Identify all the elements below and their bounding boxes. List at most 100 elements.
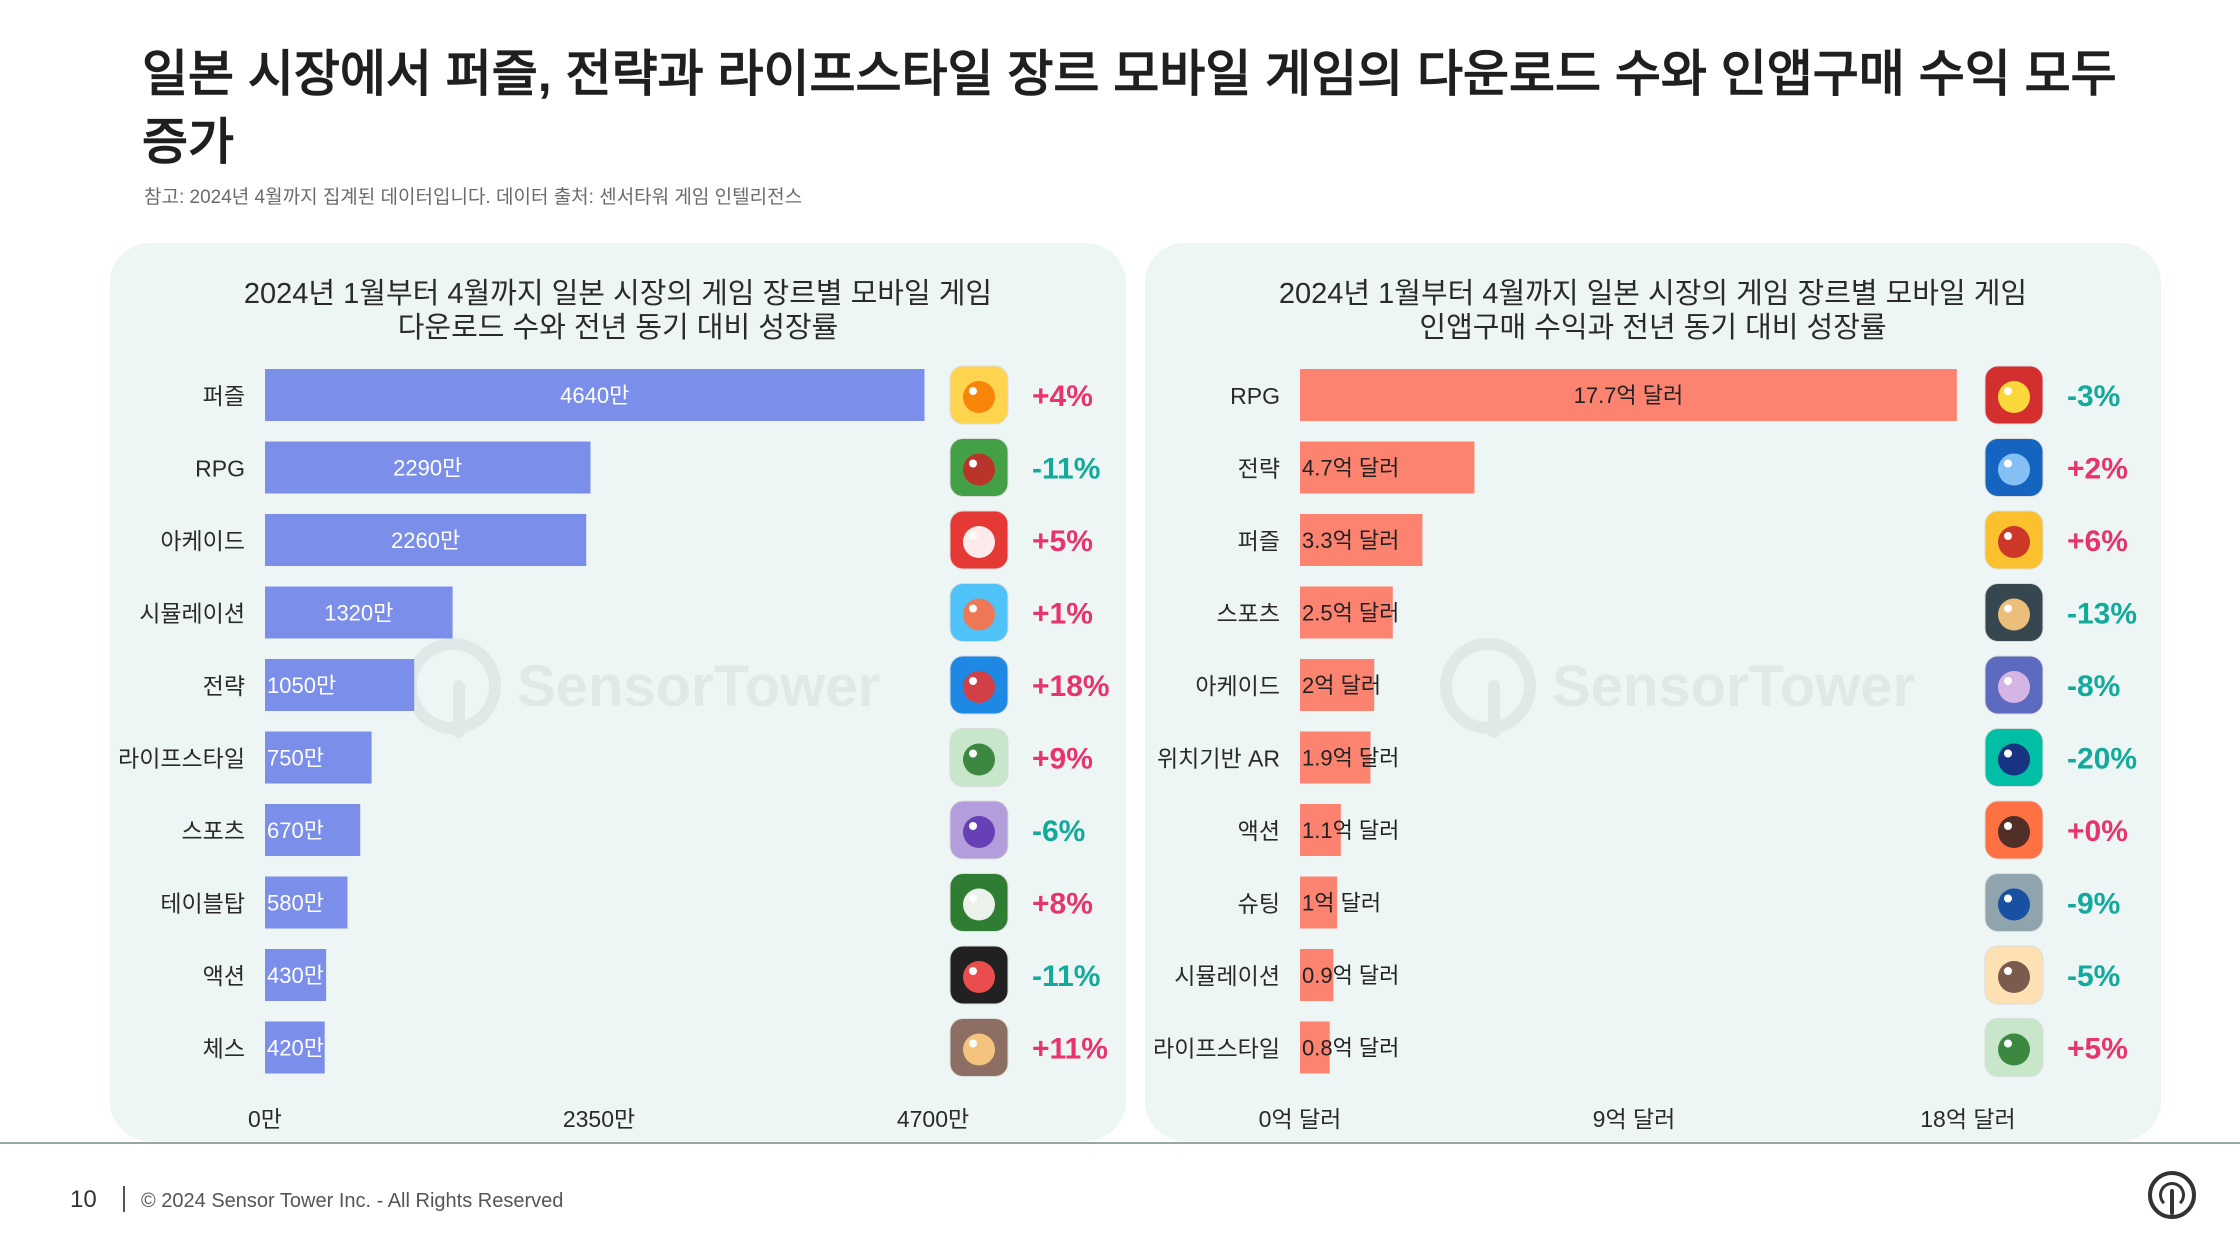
- growth-label: +6%: [2067, 525, 2128, 558]
- mushroom-rpg-icon: [949, 438, 1009, 497]
- pizza-sim-icon: [949, 583, 1009, 642]
- bar: [1300, 876, 1338, 929]
- sleeping-monster-icon: [1984, 1018, 2044, 1077]
- bar: [1300, 949, 1334, 1001]
- growth-label: +4%: [1032, 380, 1093, 413]
- category-label: 스포츠: [1217, 601, 1280, 627]
- x-tick-label: 4700만: [897, 1106, 969, 1132]
- category-label: 테이블탑: [160, 891, 245, 917]
- value-label: 1억 달러: [1302, 891, 1381, 916]
- bar: [265, 804, 361, 856]
- x-tick-label: 9억 달러: [1593, 1106, 1676, 1132]
- category-label: RPG: [1230, 383, 1280, 409]
- revenue-panel: SensorTower 2024년 1월부터 4월까지 일본 시장의 게임 장르…: [1145, 243, 2161, 1141]
- growth-label: -3%: [2067, 380, 2120, 413]
- category-label: 시뮬레이션: [139, 601, 245, 627]
- bar: [1300, 369, 1957, 421]
- category-label: 전략: [203, 673, 245, 699]
- bar: [1300, 659, 1375, 711]
- slime-anime-icon: [1984, 873, 2044, 932]
- value-label: 1050만: [267, 673, 336, 698]
- bar: [265, 949, 327, 1001]
- revenue-bar-chart: RPG 17.7억 달러 -3% 전략 4.7억 달러 +2% 퍼즐 3.3억 달러 +6% 스포…: [1153, 365, 2137, 1132]
- source-note: 참고: 2024년 4월까지 집계된 데이터입니다. 데이터 출처: 센서타워 …: [144, 187, 803, 208]
- growth-label: -8%: [2067, 670, 2120, 703]
- horse-girl-icon: [949, 1018, 1009, 1077]
- anime-character-icon: [1984, 655, 2044, 715]
- value-label: 420만: [267, 1036, 324, 1061]
- bar: [1300, 731, 1371, 784]
- taiko-drum-icon: [949, 510, 1009, 570]
- growth-label: +5%: [1032, 525, 1093, 558]
- category-label: 라이프스타일: [118, 746, 245, 772]
- category-label: RPG: [195, 456, 245, 482]
- bar: [265, 659, 415, 711]
- category-label: 스포츠: [182, 818, 245, 844]
- downloads-panel: SensorTower 2024년 1월부터 4월까지 일본 시장의 게임 장르…: [110, 243, 1126, 1141]
- bar: [1300, 804, 1341, 856]
- anime-girl-icon: [949, 800, 1009, 860]
- royal-king-icon: [1984, 510, 2044, 570]
- category-label: 퍼즐: [1238, 528, 1280, 554]
- category-label: 액션: [1238, 818, 1280, 844]
- bar: [265, 514, 587, 566]
- value-label: 1.1억 달러: [1302, 818, 1399, 843]
- category-label: 라이프스타일: [1153, 1036, 1280, 1062]
- category-label: 전략: [1238, 456, 1280, 482]
- growth-label: -11%: [1032, 960, 1100, 993]
- pirate-hero-icon: [1984, 800, 2044, 860]
- value-label: 1.9억 달러: [1302, 746, 1399, 771]
- solitaire-cards-icon: [949, 873, 1009, 932]
- x-tick-label: 2350만: [563, 1106, 635, 1132]
- duck-game-icon: [949, 365, 1009, 425]
- growth-label: -11%: [1032, 453, 1100, 486]
- merge-battle-icon: [949, 655, 1009, 715]
- downloads-chart-title-line-2: 다운로드 수와 전년 동기 대비 성장률: [397, 312, 839, 344]
- growth-label: -20%: [2067, 743, 2137, 776]
- sleeping-monster-icon: [949, 728, 1009, 787]
- bar: [1300, 586, 1393, 639]
- growth-label: +18%: [1032, 670, 1110, 703]
- x-tick-label: 18억 달러: [1920, 1106, 2015, 1132]
- value-label: 2.5억 달러: [1302, 601, 1399, 626]
- bar: [1300, 1021, 1330, 1074]
- category-label: 퍼즐: [203, 383, 245, 409]
- value-label: 2억 달러: [1302, 673, 1381, 698]
- value-label: 580만: [267, 891, 324, 916]
- category-label: 슈팅: [1238, 891, 1280, 917]
- growth-label: +0%: [2067, 815, 2128, 848]
- copyright-text: © 2024 Sensor Tower Inc. - All Rights Re…: [141, 1190, 564, 1212]
- value-label: 0.9억 달러: [1302, 963, 1399, 988]
- green-monster-icon: [1984, 728, 2044, 787]
- bar: [265, 1021, 325, 1074]
- value-label: 670만: [267, 818, 324, 843]
- footer-separator: [123, 1186, 125, 1212]
- category-label: 시뮬레이션: [1174, 963, 1280, 989]
- bar: [1300, 514, 1423, 566]
- downloads-bar-chart: 퍼즐 4640만 +4% RPG 2290만 -11% 아케이드 2260만 +5% 시뮬레이션 1…: [118, 365, 1110, 1132]
- growth-label: +9%: [1032, 743, 1093, 776]
- bar: [265, 369, 925, 421]
- bar: [265, 731, 372, 784]
- sensortower-footer-logo-icon: [2148, 1171, 2196, 1219]
- robot-hero-icon: [949, 945, 1009, 1005]
- value-label: 430만: [267, 963, 324, 988]
- x-tick-label: 0억 달러: [1259, 1106, 1342, 1132]
- bar: [265, 876, 348, 929]
- page-headline: 일본 시장에서 퍼즐, 전략과 라이프스타일 장르 모바일 게임의 다운로드 수…: [142, 46, 2117, 170]
- category-label: 아케이드: [160, 528, 245, 554]
- growth-label: +8%: [1032, 888, 1093, 921]
- value-label: 2260만: [391, 528, 460, 553]
- value-label: 4640만: [560, 383, 629, 408]
- downloads-chart-title-line-1: 2024년 1월부터 4월까지 일본 시장의 게임 장르별 모바일 게임: [243, 278, 993, 310]
- category-label: 액션: [203, 963, 245, 989]
- bar: [1300, 441, 1475, 494]
- growth-label: +1%: [1032, 598, 1093, 631]
- value-label: 0.8억 달러: [1302, 1036, 1399, 1061]
- growth-label: -13%: [2067, 598, 2137, 631]
- baseball-team-icon: [1984, 583, 2044, 642]
- growth-label: +2%: [2067, 453, 2128, 486]
- value-label: 4.7억 달러: [1302, 456, 1399, 481]
- value-label: 1320만: [324, 601, 393, 626]
- growth-label: -5%: [2067, 960, 2120, 993]
